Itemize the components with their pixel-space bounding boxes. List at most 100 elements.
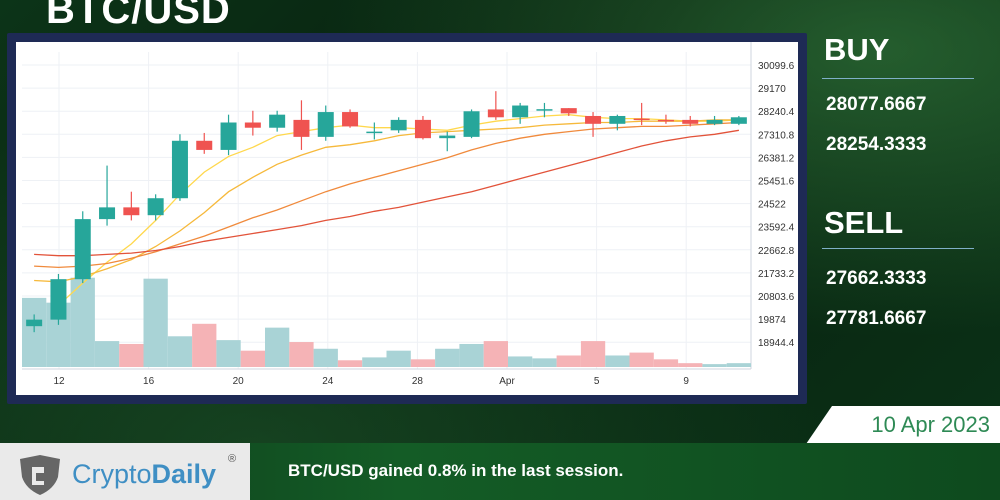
candle-body — [26, 319, 43, 327]
moving-average-line — [34, 121, 739, 269]
candle-body — [317, 112, 334, 137]
buy-price-2: 28254.3333 — [826, 134, 927, 155]
buy-price-1: 28077.6667 — [826, 94, 927, 115]
candle-body — [196, 140, 213, 150]
volume-bar — [143, 278, 168, 367]
candle-body — [74, 219, 91, 280]
candle-body — [657, 119, 674, 122]
volume-bar — [192, 323, 217, 367]
candle-body — [730, 117, 747, 124]
volume-bar — [119, 343, 144, 367]
logo[interactable]: CryptoDaily ® — [0, 443, 250, 500]
volume-bar — [94, 341, 120, 367]
date-label: 10 Apr 2023 — [871, 412, 990, 437]
y-tick-label: 30099.6 — [758, 61, 795, 72]
volume-bar — [362, 357, 387, 367]
moving-average-line — [34, 129, 740, 257]
ticker-text: BTC/USD gained 0.8% in the last session. — [288, 461, 624, 480]
volume-bar — [508, 356, 533, 367]
candle-body — [171, 140, 188, 199]
buy-divider — [822, 78, 974, 79]
chart-frame: 30099.6 29170 28240.4 27310.8 26381.2 25451.6… — [7, 33, 807, 404]
candle-body — [50, 279, 67, 320]
candle-body — [536, 109, 553, 111]
candle-body — [123, 207, 140, 216]
volume-bar — [289, 342, 314, 367]
registered-mark: ® — [228, 453, 237, 465]
shield-logo-icon — [20, 455, 60, 495]
volume-bar — [435, 348, 460, 367]
volume-bar — [678, 363, 703, 367]
y-tick-label: 29170 — [758, 84, 786, 95]
y-tick-label: 25451.6 — [758, 177, 795, 188]
volume-bar — [167, 336, 193, 367]
x-tick-label: 28 — [412, 376, 424, 387]
candle-body — [682, 119, 699, 124]
sell-price-1: 27662.3333 — [826, 268, 927, 289]
logo-text-light: Crypto — [72, 459, 152, 489]
candle-body — [439, 135, 456, 139]
page-title: BTC/USD — [46, 0, 231, 32]
volume-bar — [653, 359, 679, 367]
y-tick-label: 18944.4 — [758, 338, 795, 349]
moving-average-line — [34, 119, 739, 283]
x-tick-label: 9 — [683, 376, 689, 387]
candle-body — [293, 119, 310, 137]
y-tick-label: 27310.8 — [758, 130, 795, 141]
volume-bar — [580, 341, 606, 367]
y-tick-label: 26381.2 — [758, 153, 795, 164]
x-tick-label: Apr — [499, 376, 515, 387]
x-tick-label: 12 — [53, 376, 65, 387]
date-box: 10 Apr 2023 — [806, 406, 1000, 444]
volume-bar — [216, 340, 241, 367]
volume-bar — [726, 363, 751, 367]
volume-bar — [240, 350, 265, 367]
bottom-banner: CryptoDaily ® BTC/USD gained 0.8% in the… — [0, 443, 1000, 500]
x-tick-label: 24 — [322, 376, 334, 387]
volume-bar — [265, 327, 290, 367]
candle-body — [366, 131, 383, 134]
sell-price-2: 27781.6667 — [826, 308, 927, 329]
volume-bar — [22, 297, 47, 367]
candle-body — [560, 108, 577, 114]
y-tick-label: 19874 — [758, 315, 786, 326]
y-tick-label: 23592.4 — [758, 223, 795, 234]
x-tick-label: 16 — [143, 376, 155, 387]
volume-bar — [70, 277, 95, 367]
candle-body — [99, 207, 116, 220]
buy-heading: BUY — [824, 32, 890, 67]
candle-body — [512, 105, 529, 118]
candle-body — [585, 115, 602, 124]
x-tick-label: 20 — [233, 376, 245, 387]
sell-divider — [822, 248, 974, 249]
volume-bar — [605, 355, 630, 367]
volume-bar — [483, 341, 508, 367]
sell-heading: SELL — [824, 205, 904, 240]
candle-body — [147, 198, 164, 216]
candle-body — [609, 115, 626, 124]
candle-body — [463, 111, 480, 137]
candle-body — [390, 119, 407, 131]
volume-bar — [532, 358, 557, 367]
logo-text-bold: Daily — [151, 459, 217, 489]
candle-body — [269, 114, 286, 128]
candle-body — [706, 119, 723, 124]
candle-body — [487, 109, 504, 118]
candle-body — [342, 112, 359, 127]
logo-text: CryptoDaily — [72, 459, 216, 490]
y-tick-label: 28240.4 — [758, 107, 795, 118]
volume-bar — [337, 360, 363, 367]
y-tick-label: 20803.6 — [758, 292, 795, 303]
y-tick-label: 21733.2 — [758, 269, 795, 280]
volume-bar — [629, 352, 654, 367]
candle-body — [220, 122, 237, 150]
volume-bar — [556, 355, 581, 367]
volume-bar — [459, 343, 484, 367]
volume-bar — [313, 348, 338, 367]
chart-panel: 30099.6 29170 28240.4 27310.8 26381.2 25451.6… — [16, 42, 798, 395]
y-tick-label: 22662.8 — [758, 246, 795, 257]
volume-bar — [410, 359, 436, 367]
volume-bar — [386, 350, 411, 367]
candle-body — [244, 122, 261, 128]
y-tick-label: 24522 — [758, 200, 786, 211]
